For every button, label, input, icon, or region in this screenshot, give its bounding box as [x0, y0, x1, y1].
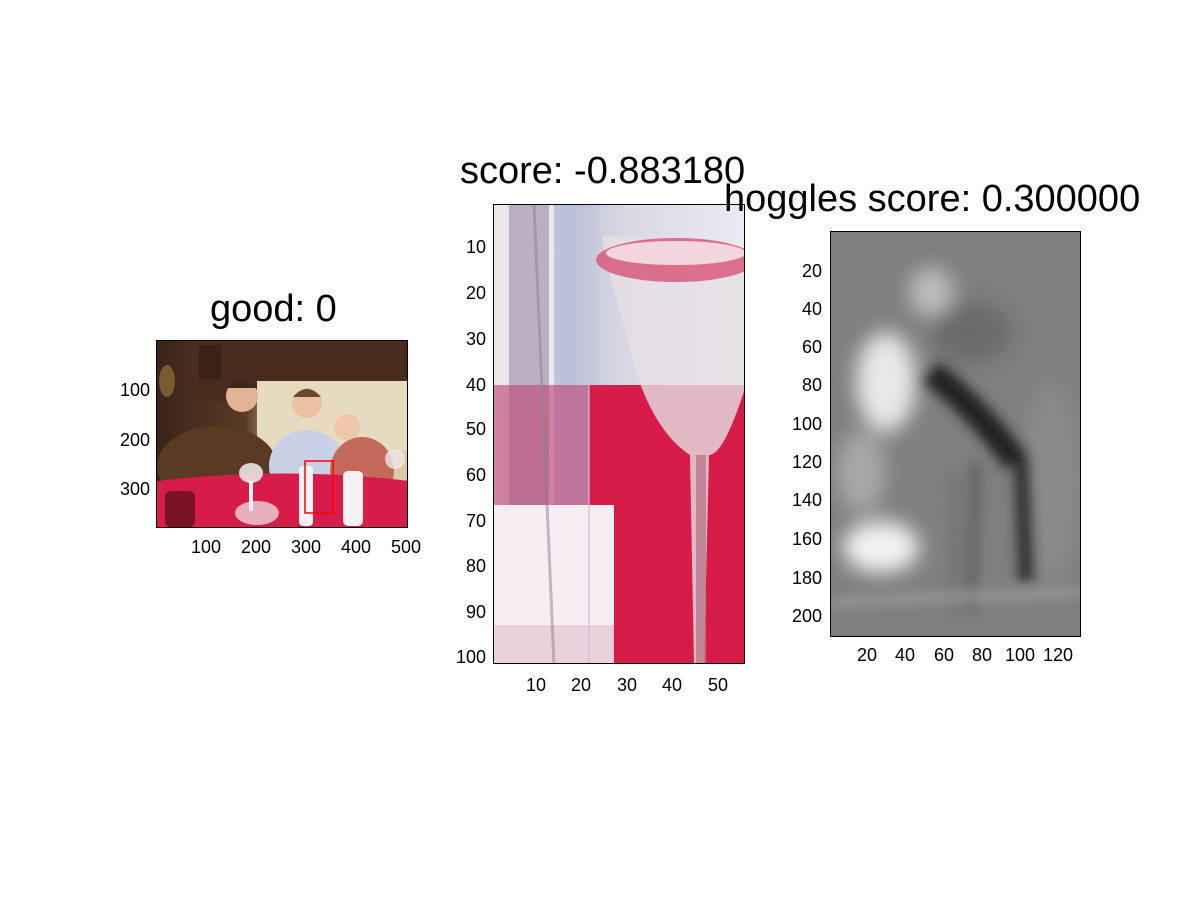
- hoggles-ytick: 200: [791, 606, 822, 626]
- crop-ytick: 30: [465, 329, 486, 349]
- hoggles-ytick: 20: [801, 261, 822, 281]
- hoggles-ytick: 100: [791, 414, 822, 434]
- crop-xtick: 40: [661, 675, 683, 695]
- crop-ytick: 20: [465, 283, 486, 303]
- panel2-title: score: -0.883180: [460, 150, 746, 192]
- dinner-photo: [157, 341, 407, 527]
- panel1-title: good: 0: [210, 288, 337, 330]
- hoggles-ytick: 160: [791, 529, 822, 549]
- photo-xtick: 300: [290, 537, 322, 557]
- crop-xtick: 50: [707, 675, 729, 695]
- hoggles-ytick: 60: [801, 337, 822, 357]
- hoggles-xtick: 120: [1042, 645, 1074, 665]
- hoggles-ytick: 40: [801, 299, 822, 319]
- photo-ytick: 100: [119, 380, 150, 400]
- crop-xtick: 10: [525, 675, 547, 695]
- crop-ytick: 50: [465, 419, 486, 439]
- hoggles-axes: [830, 231, 1081, 637]
- crop-ytick: 90: [465, 602, 486, 622]
- detection-bbox: [304, 460, 334, 514]
- crop-xtick: 20: [570, 675, 592, 695]
- photo-xtick: 200: [240, 537, 272, 557]
- hoggles-xtick: 100: [1004, 645, 1036, 665]
- photo-xtick: 400: [340, 537, 372, 557]
- crop-ytick: 60: [465, 465, 486, 485]
- hoggles-image: [831, 232, 1080, 636]
- photo-ytick: 200: [119, 430, 150, 450]
- photo-axes: [156, 340, 408, 528]
- crop-image: [494, 205, 744, 663]
- hoggles-ytick: 180: [791, 568, 822, 588]
- hoggles-xtick: 40: [894, 645, 916, 665]
- hoggles-xtick: 60: [933, 645, 955, 665]
- crop-ytick: 10: [465, 237, 486, 257]
- crop-ytick: 40: [465, 375, 486, 395]
- crop-ytick: 100: [455, 647, 486, 667]
- crop-ytick: 80: [465, 556, 486, 576]
- hoggles-xtick: 20: [856, 645, 878, 665]
- hoggles-ytick: 120: [791, 452, 822, 472]
- hoggles-xtick: 80: [971, 645, 993, 665]
- hoggles-ytick: 80: [801, 375, 822, 395]
- crop-ytick: 70: [465, 511, 486, 531]
- photo-xtick: 500: [390, 537, 422, 557]
- crop-axes: [493, 204, 745, 664]
- photo-ytick: 300: [119, 479, 150, 499]
- panel3-title: hoggles score: 0.300000: [724, 178, 1141, 220]
- photo-xtick: 100: [190, 537, 222, 557]
- crop-xtick: 30: [616, 675, 638, 695]
- hoggles-ytick: 140: [791, 490, 822, 510]
